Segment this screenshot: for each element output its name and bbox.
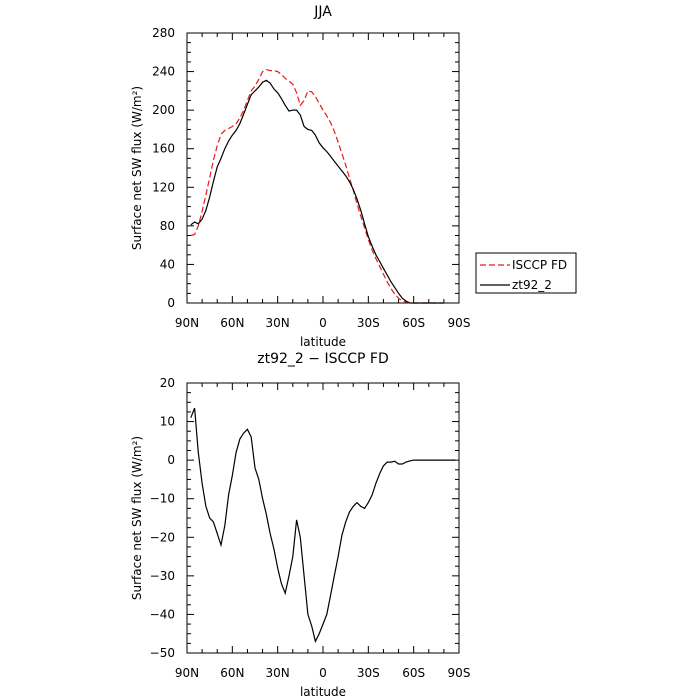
x-tick-label: 30S (357, 666, 380, 680)
y-tick-label: 10 (160, 415, 175, 429)
legend: ISCCP FD zt92_2 (475, 252, 577, 294)
x-tick-label: 90S (448, 316, 471, 330)
y-tick-label: 0 (167, 296, 175, 310)
x-tick-label: 0 (319, 666, 327, 680)
top-plot-frame (186, 32, 460, 304)
y-tick-label: −50 (150, 646, 175, 660)
y-tick-label: 240 (152, 65, 175, 79)
bottom-x-axis-title: latitude (300, 685, 346, 699)
top-ticks (186, 32, 460, 304)
bottom-ticks (186, 382, 460, 654)
top-x-tick-labels: 90N 60N 30N 0 30S 60S 90S (175, 316, 471, 330)
x-tick-label: 90N (175, 316, 199, 330)
legend-label-isccp: ISCCP FD (512, 258, 567, 272)
series-line-1 (190, 79, 444, 304)
bottom-panel: zt92_2 − ISCCP FD 90N 60N 30N 0 30S 60S 90S −5… (130, 351, 470, 699)
y-tick-label: −40 (150, 607, 175, 621)
y-tick-label: 0 (167, 453, 175, 467)
x-tick-label: 60S (402, 666, 425, 680)
bottom-y-tick-labels: −50 −40 −30 −20 −10 0 10 20 (150, 376, 175, 660)
series-line-0 (190, 407, 456, 644)
x-tick-label: 60N (220, 316, 244, 330)
series-line-0 (190, 68, 444, 304)
x-tick-label: 60N (220, 666, 244, 680)
y-tick-label: 20 (160, 376, 175, 390)
y-tick-label: −30 (150, 569, 175, 583)
x-tick-label: 60S (402, 316, 425, 330)
y-tick-label: −10 (150, 492, 175, 506)
y-tick-label: 80 (160, 219, 175, 233)
top-panel: JJA 90N 60N 30N 0 30S 60S 90S 0 40 80 120 160 200 24… (130, 4, 470, 349)
top-y-tick-labels: 0 40 80 120 160 200 240 280 (152, 26, 175, 310)
y-tick-label: −20 (150, 530, 175, 544)
bottom-x-tick-labels: 90N 60N 30N 0 30S 60S 90S (175, 666, 471, 680)
x-tick-label: 90N (175, 666, 199, 680)
y-tick-label: 40 (160, 257, 175, 271)
y-tick-label: 120 (152, 180, 175, 194)
y-tick-label: 280 (152, 26, 175, 40)
bottom-series-lines (190, 407, 456, 644)
bottom-y-axis-title: Surface net SW flux (W/m²) (130, 436, 144, 600)
legend-label-zt92: zt92_2 (512, 278, 552, 292)
top-series-lines (190, 68, 444, 304)
top-y-axis-title: Surface net SW flux (W/m²) (130, 86, 144, 250)
bottom-plot-frame (186, 382, 460, 654)
top-chart-title: JJA (313, 4, 332, 20)
top-x-axis-title: latitude (300, 335, 346, 349)
legend-box (475, 252, 577, 294)
bottom-chart-title: zt92_2 − ISCCP FD (257, 351, 388, 367)
y-tick-label: 160 (152, 142, 175, 156)
x-tick-label: 0 (319, 316, 327, 330)
y-tick-label: 200 (152, 103, 175, 117)
x-tick-label: 90S (448, 666, 471, 680)
x-tick-label: 30N (266, 316, 290, 330)
x-tick-label: 30S (357, 316, 380, 330)
x-tick-label: 30N (266, 666, 290, 680)
